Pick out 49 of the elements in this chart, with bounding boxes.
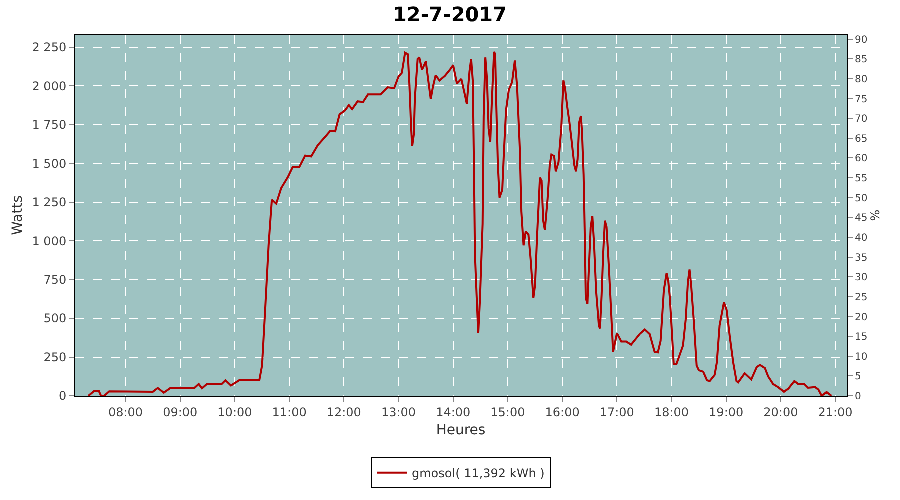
y2-tick-label: 40: [855, 232, 868, 244]
x-axis-title: Heures: [436, 422, 486, 439]
y2-tick-label: 65: [855, 134, 868, 145]
y2-tick-label: 80: [855, 74, 868, 86]
y-tick-label: 1 500: [32, 156, 67, 171]
x-tick-label: 21:00: [818, 405, 853, 420]
y-tick-label: 1 750: [32, 118, 67, 132]
y2-tick-label: 30: [855, 272, 868, 284]
y2-tick-label: 35: [855, 252, 868, 264]
x-tick-label: 12:00: [326, 405, 362, 420]
y-axis-title: Watts: [10, 196, 26, 236]
x-tick-label: 08:00: [108, 405, 144, 420]
y2-tick-label: 0: [855, 392, 862, 402]
y-tick-label: 0: [58, 389, 67, 404]
x-tick-label: 17:00: [600, 405, 634, 420]
y2-tick-label: 15: [855, 332, 868, 344]
y2-tick-label: 5: [855, 372, 862, 383]
y2-tick-label: 25: [855, 292, 868, 304]
line-series: [88, 51, 833, 396]
x-tick-label: 20:00: [764, 405, 798, 420]
legend-label: gmosol( 11,392 kWh ): [412, 466, 545, 481]
y2-tick-label: 20: [855, 312, 868, 324]
x-tick-label: 19:00: [709, 405, 744, 420]
y-tick-label: 1 250: [32, 196, 67, 210]
y2-tick-label: 45: [855, 213, 868, 224]
x-tick-label: 10:00: [218, 405, 252, 420]
y-tick-label: 2 000: [32, 79, 67, 94]
x-tick-label: 11:00: [272, 405, 307, 420]
y2-tick-label: 50: [855, 193, 868, 204]
x-tick-label: 14:00: [436, 405, 471, 420]
y-tick-label: 750: [44, 273, 67, 287]
y2-axis-title: %: [868, 210, 883, 222]
y2-tick-label: 90: [855, 34, 868, 46]
y-tick-label: 1 000: [32, 234, 67, 248]
y-tick-label: 250: [44, 350, 67, 364]
x-tick-label: 16:00: [545, 405, 580, 420]
x-tick-label: 09:00: [163, 405, 198, 420]
y-tick-label: 500: [44, 312, 67, 326]
y2-tick-label: 10: [855, 352, 868, 363]
y2-tick-label: 60: [855, 154, 868, 165]
y2-tick-label: 55: [855, 174, 868, 185]
y-tick-label: 2 250: [32, 40, 67, 55]
chart-title: 12-7-2017: [392, 2, 508, 26]
x-tick-label: 13:00: [381, 405, 416, 420]
y2-tick-label: 70: [855, 114, 868, 126]
y2-tick-label: 75: [855, 94, 868, 106]
x-tick-label: 18:00: [654, 405, 690, 420]
x-tick-label: 15:00: [490, 405, 526, 420]
y2-tick-label: 85: [855, 54, 868, 66]
